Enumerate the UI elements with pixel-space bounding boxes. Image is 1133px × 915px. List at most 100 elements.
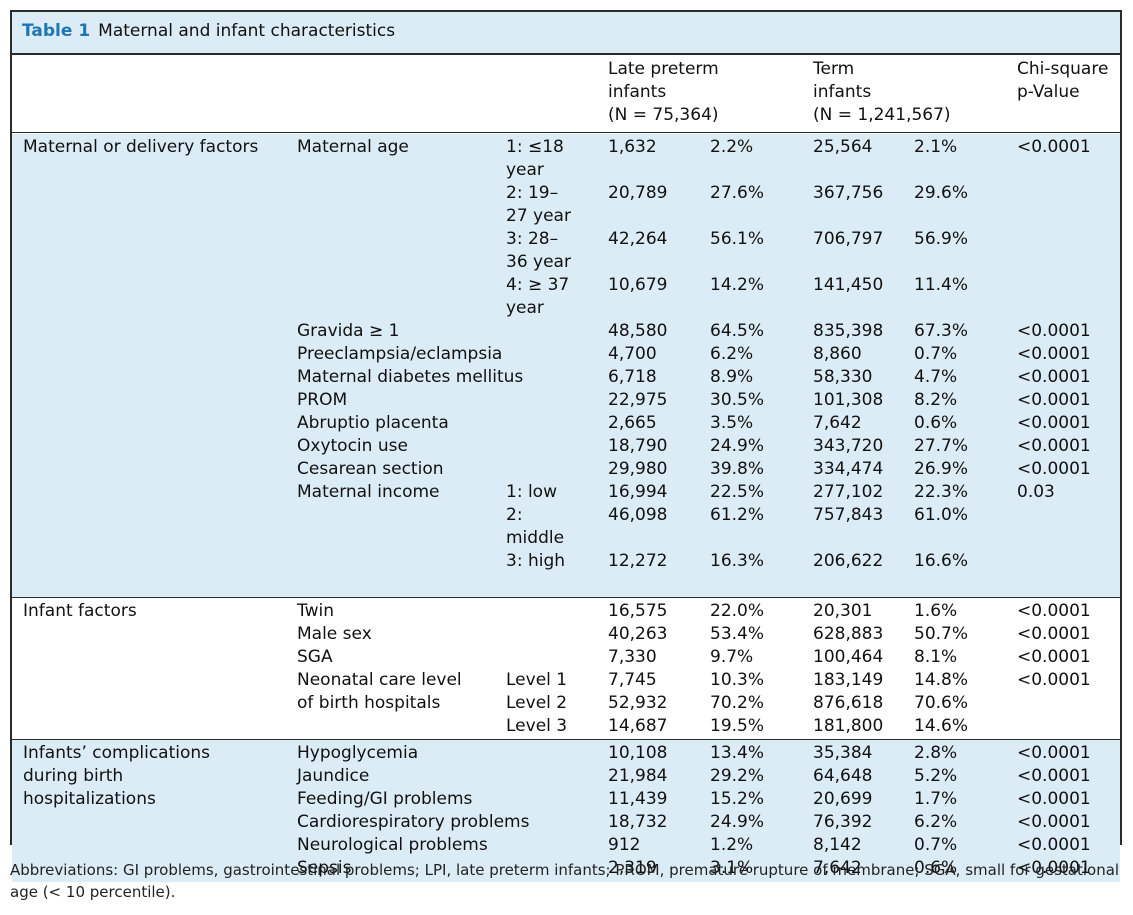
header-late-preterm: infants <box>608 82 667 102</box>
group-rule <box>12 597 1120 598</box>
cell-lpi-count: 11,439 <box>608 789 668 809</box>
cell-lpi-count: 22,975 <box>608 390 668 410</box>
cell-p-value: <0.0001 <box>1017 344 1091 364</box>
table-frame: Table 1 Maternal and infant characteristi… <box>10 10 1122 882</box>
cell-lpi-percent: 70.2% <box>710 693 765 713</box>
cell-lpi-count: 7,330 <box>608 647 657 667</box>
cell-term-percent: 4.7% <box>914 367 958 387</box>
header-term: (N = 1,241,567) <box>813 105 951 125</box>
row-factor: Maternal diabetes mellitus <box>297 367 524 387</box>
cell-lpi-count: 29,980 <box>608 459 668 479</box>
row-factor: Maternal income <box>297 482 440 502</box>
cell-p-value: <0.0001 <box>1017 137 1091 157</box>
cell-term-percent: 22.3% <box>914 482 969 502</box>
cell-term-count: 343,720 <box>813 436 884 456</box>
cell-lpi-percent: 14.2% <box>710 275 765 295</box>
cell-p-value: <0.0001 <box>1017 670 1091 690</box>
cell-lpi-percent: 61.2% <box>710 505 765 525</box>
cell-term-count: 628,883 <box>813 624 884 644</box>
cell-lpi-count: 46,098 <box>608 505 668 525</box>
cell-term-percent: 2.1% <box>914 137 958 157</box>
cell-term-count: 206,622 <box>813 551 884 571</box>
cell-lpi-percent: 6.2% <box>710 344 754 364</box>
header-term: infants <box>813 82 872 102</box>
cell-term-percent: 1.6% <box>914 601 958 621</box>
cell-lpi-percent: 22.5% <box>710 482 765 502</box>
cell-term-count: 706,797 <box>813 229 884 249</box>
cell-term-percent: 27.7% <box>914 436 969 456</box>
cell-term-percent: 1.7% <box>914 789 958 809</box>
table-title-bar: Table 1 Maternal and infant characteristi… <box>12 12 1120 55</box>
row-factor: Maternal age <box>297 137 409 157</box>
cell-p-value: <0.0001 <box>1017 436 1091 456</box>
cell-lpi-percent: 30.5% <box>710 390 765 410</box>
cell-lpi-count: 2,319 <box>608 858 657 878</box>
cell-p-value: <0.0001 <box>1017 647 1091 667</box>
cell-term-percent: 2.8% <box>914 743 958 763</box>
cell-term-count: 835,398 <box>813 321 884 341</box>
header-rule <box>12 132 1120 133</box>
row-subcategory: Level 2 <box>506 693 568 713</box>
cell-term-percent: 14.8% <box>914 670 969 690</box>
cell-term-count: 64,648 <box>813 766 873 786</box>
cell-term-count: 183,149 <box>813 670 884 690</box>
cell-term-percent: 0.6% <box>914 858 958 878</box>
cell-term-count: 20,301 <box>813 601 873 621</box>
row-subcategory: 2: middle <box>506 505 565 548</box>
table-footnote: Abbreviations: GI problems, gastrointest… <box>10 861 1120 901</box>
cell-lpi-percent: 39.8% <box>710 459 765 479</box>
row-factor: Cesarean section <box>297 459 444 479</box>
cell-lpi-percent: 56.1% <box>710 229 765 249</box>
cell-p-value: <0.0001 <box>1017 321 1091 341</box>
cell-lpi-percent: 9.7% <box>710 647 754 667</box>
cell-term-percent: 61.0% <box>914 505 969 525</box>
cell-lpi-count: 10,679 <box>608 275 668 295</box>
table-title: Maternal and infant characteristics <box>98 21 396 41</box>
cell-term-count: 100,464 <box>813 647 884 667</box>
group-label: Infants’ complications during birth hosp… <box>23 743 211 809</box>
cell-term-count: 76,392 <box>813 812 873 832</box>
cell-lpi-count: 10,108 <box>608 743 668 763</box>
group-label: Infant factors <box>23 601 137 621</box>
cell-term-count: 141,450 <box>813 275 884 295</box>
group-band-0 <box>12 134 1120 598</box>
cell-term-count: 7,642 <box>813 413 862 433</box>
cell-term-percent: 8.1% <box>914 647 958 667</box>
row-factor: of birth hospitals <box>297 693 441 713</box>
cell-term-count: 757,843 <box>813 505 884 525</box>
cell-term-percent: 26.9% <box>914 459 969 479</box>
cell-lpi-count: 16,994 <box>608 482 668 502</box>
row-factor: Preeclampsia/eclampsia <box>297 344 503 364</box>
cell-lpi-percent: 64.5% <box>710 321 765 341</box>
cell-lpi-count: 912 <box>608 835 641 855</box>
row-factor: Twin <box>297 601 334 621</box>
row-factor: Abruptio placenta <box>297 413 449 433</box>
row-factor: Neurological problems <box>297 835 488 855</box>
row-factor: Jaundice <box>297 766 370 786</box>
cell-term-count: 876,618 <box>813 693 884 713</box>
cell-lpi-percent: 22.0% <box>710 601 765 621</box>
row-factor: Gravida ≥ 1 <box>297 321 400 341</box>
row-factor: Cardiorespiratory problems <box>297 812 530 832</box>
cell-lpi-percent: 27.6% <box>710 183 765 203</box>
row-factor: Sepsis <box>297 858 352 878</box>
cell-lpi-count: 16,575 <box>608 601 668 621</box>
cell-term-count: 277,102 <box>813 482 884 502</box>
cell-lpi-count: 48,580 <box>608 321 668 341</box>
cell-term-count: 58,330 <box>813 367 873 387</box>
row-factor: Oxytocin use <box>297 436 408 456</box>
cell-lpi-count: 42,264 <box>608 229 668 249</box>
cell-lpi-count: 18,790 <box>608 436 668 456</box>
cell-term-count: 8,860 <box>813 344 862 364</box>
cell-lpi-count: 14,687 <box>608 716 668 736</box>
cell-p-value: <0.0001 <box>1017 413 1091 433</box>
cell-term-percent: 0.7% <box>914 835 958 855</box>
row-factor: Neonatal care level <box>297 670 462 690</box>
cell-lpi-count: 18,732 <box>608 812 668 832</box>
cell-lpi-count: 40,263 <box>608 624 668 644</box>
table-caption: Table 1 Maternal and infant characteristi… <box>22 21 395 41</box>
row-factor: PROM <box>297 390 348 410</box>
cell-lpi-percent: 19.5% <box>710 716 765 736</box>
cell-lpi-count: 21,984 <box>608 766 668 786</box>
group-label: Maternal or delivery factors <box>23 137 259 157</box>
